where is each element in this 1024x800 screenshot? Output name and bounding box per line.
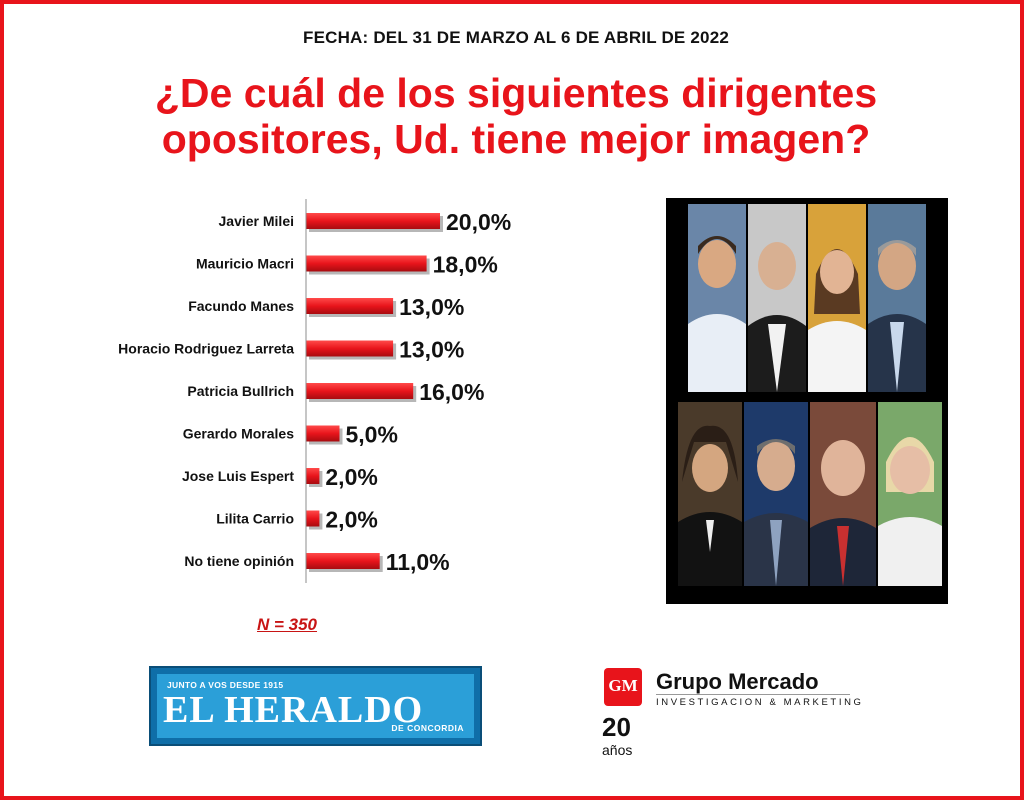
- bar: [306, 298, 394, 314]
- heraldo-tagline: JUNTO A VOS DESDE 1915: [167, 680, 284, 690]
- grupo-mercado-mark: GM: [604, 668, 642, 706]
- el-heraldo-logo-panel: JUNTO A VOS DESDE 1915 EL HERALDO DE CON…: [157, 674, 474, 738]
- value-label: 5,0%: [346, 422, 398, 448]
- value-label: 11,0%: [386, 549, 450, 575]
- portrait-photo: [678, 402, 742, 586]
- portrait-photo: [688, 204, 746, 392]
- chart-title: ¿De cuál de los siguientes dirigentes op…: [4, 70, 1024, 162]
- category-label: No tiene opinión: [184, 553, 294, 569]
- bar: [306, 510, 320, 527]
- sample-size: N = 350: [257, 615, 318, 634]
- category-label: Patricia Bullrich: [187, 383, 294, 399]
- value-label: 18,0%: [433, 252, 498, 278]
- portrait-photo: [868, 204, 926, 392]
- grupo-mercado-mark-text: GM: [608, 676, 638, 695]
- bar: [306, 213, 440, 229]
- heraldo-name: EL HERALDO: [163, 689, 424, 731]
- survey-date: FECHA: DEL 31 DE MARZO AL 6 DE ABRIL DE …: [302, 28, 729, 47]
- category-label: Lilita Carrio: [216, 511, 294, 527]
- title-line-2: opositores, Ud. tiene mejor imagen?: [161, 116, 871, 162]
- portrait-collage: [666, 198, 948, 604]
- portrait-photo: [878, 402, 942, 586]
- grupo-mercado-years-word: años: [602, 742, 633, 758]
- grupo-mercado-divider: [656, 694, 850, 695]
- value-label: 20,0%: [446, 209, 511, 235]
- portrait-photo: [808, 204, 866, 392]
- value-label: 13,0%: [399, 294, 464, 320]
- grupo-mercado-subtitle: INVESTIGACION & MARKETING: [656, 697, 864, 708]
- grupo-mercado-years: 20: [602, 712, 631, 742]
- heraldo-place: DE CONCORDIA: [391, 723, 464, 733]
- portrait-photo: [810, 402, 876, 586]
- portrait-photo: [748, 204, 806, 392]
- bar-chart: Javier Milei 20,0% Mauricio Macri 18,0% Facu…: [118, 199, 511, 583]
- category-label: Jose Luis Espert: [182, 468, 294, 484]
- grupo-mercado-name: Grupo Mercado: [656, 669, 819, 694]
- el-heraldo-logo: JUNTO A VOS DESDE 1915 EL HERALDO DE CON…: [149, 666, 482, 746]
- value-label: 2,0%: [325, 507, 377, 533]
- bar: [306, 383, 414, 399]
- category-label: Javier Milei: [219, 213, 295, 229]
- category-label: Horacio Rodriguez Larreta: [118, 341, 294, 357]
- bar: [306, 553, 380, 569]
- bar: [306, 255, 427, 272]
- category-label: Facundo Manes: [188, 298, 294, 314]
- value-label: 2,0%: [325, 464, 377, 490]
- category-label: Mauricio Macri: [196, 256, 294, 272]
- category-label: Gerardo Morales: [183, 426, 294, 442]
- portrait-photo: [744, 402, 808, 586]
- bar: [306, 468, 320, 484]
- bar: [306, 425, 340, 442]
- value-label: 16,0%: [419, 379, 484, 405]
- bar: [306, 340, 394, 357]
- title-line-1: ¿De cuál de los siguientes dirigentes: [154, 70, 878, 116]
- value-label: 13,0%: [399, 337, 464, 363]
